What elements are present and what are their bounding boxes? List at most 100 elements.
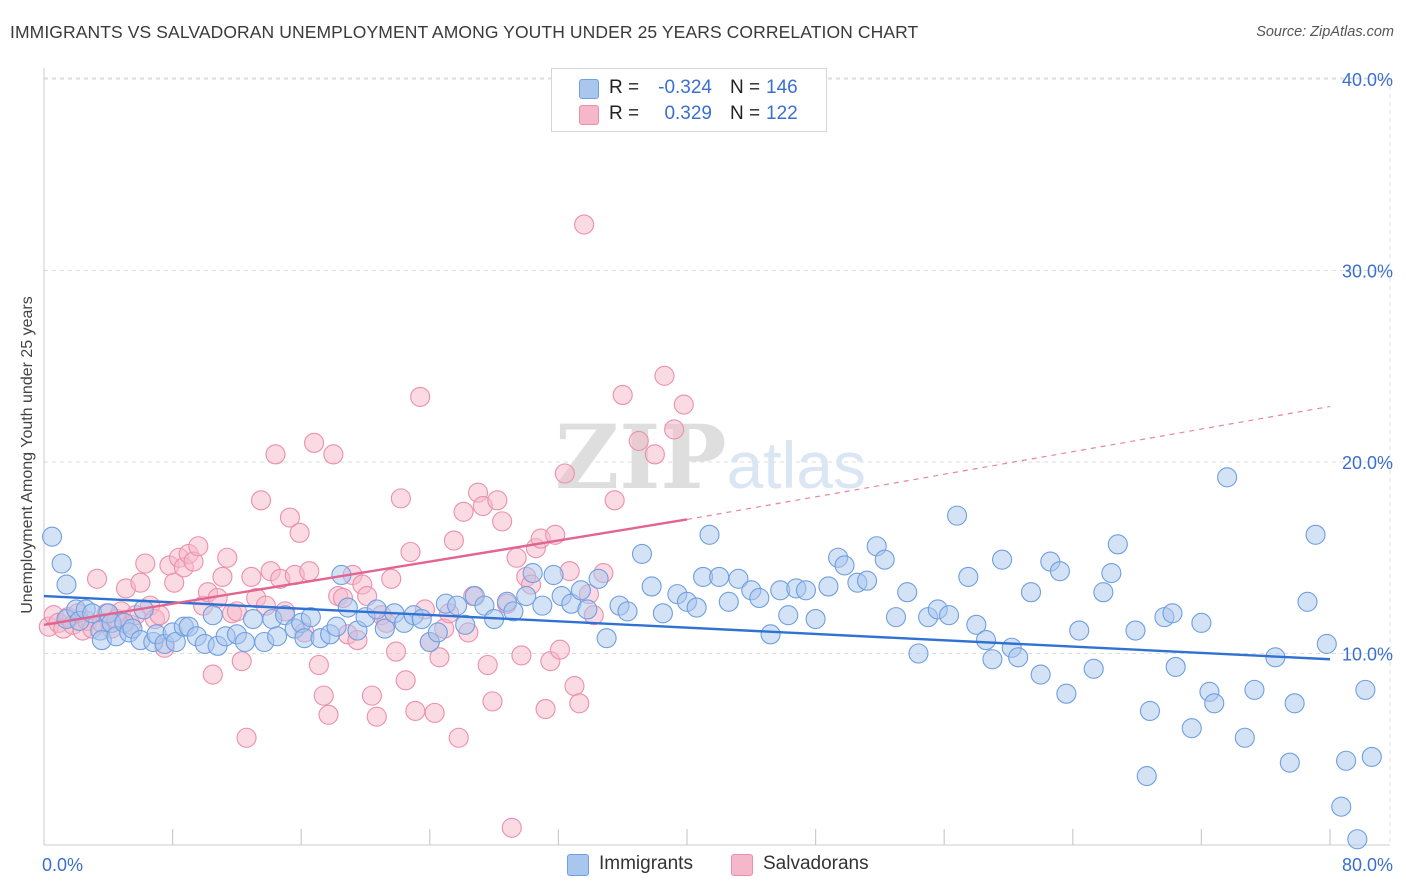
immigrants-point	[874, 549, 895, 570]
immigrants-point	[1093, 582, 1114, 603]
salvadorans-point	[410, 386, 431, 407]
y-tick-label: 30.0%	[1342, 262, 1393, 282]
immigrants-point	[1107, 534, 1128, 555]
immigrants-point	[641, 576, 662, 597]
stats-legend: R = -0.324 N = 146 R = 0.329 N = 122	[551, 68, 827, 132]
source-label: Source: ZipAtlas.com	[1256, 24, 1394, 40]
immigrants-point	[1279, 752, 1300, 773]
immigrants-point	[1136, 766, 1157, 787]
immigrants-point	[411, 608, 432, 630]
salvadorans-point	[304, 432, 325, 453]
immigrants-legend-label: Immigrants	[599, 853, 693, 874]
immigrants-point	[699, 524, 720, 545]
immigrants-point	[234, 631, 255, 653]
immigrants-point	[856, 570, 878, 591]
salvadorans-point	[554, 463, 575, 484]
salvadorans-point	[395, 670, 416, 691]
salvadorans-point	[574, 214, 595, 235]
immigrants-point	[1284, 693, 1305, 714]
immigrants-point	[1217, 467, 1238, 488]
immigrants-trend-line	[43, 594, 1331, 661]
x-tick-label-min: 0.0%	[42, 855, 83, 875]
salvadorans-point	[390, 488, 411, 509]
salvadorans-point	[482, 691, 503, 712]
immigrants-point	[1030, 664, 1051, 685]
immigrants-point	[300, 607, 321, 628]
immigrants-point	[1020, 582, 1042, 603]
immigrants-point	[818, 576, 839, 597]
trend-lines	[43, 405, 1331, 661]
immigrants-point	[1101, 563, 1122, 584]
salvadorans-point	[569, 693, 590, 714]
salvadorans-point	[549, 639, 571, 660]
immigrants-point	[1083, 658, 1104, 679]
immigrants-point	[1056, 683, 1077, 704]
immigrants-point	[326, 616, 347, 637]
immigrants-point	[267, 626, 288, 647]
immigrants-point	[1355, 679, 1376, 700]
salvadorans-point	[487, 490, 508, 511]
salvadorans-point	[664, 419, 685, 440]
watermark-atlas: atlas	[727, 428, 866, 502]
immigrants-point	[1204, 693, 1225, 714]
immigrants-point	[1191, 612, 1212, 633]
salvadorans-point	[477, 654, 498, 676]
immigrants-point	[749, 587, 770, 609]
watermark-text: ZIPatlas	[555, 405, 866, 509]
salvadorans-point	[673, 394, 694, 415]
salvadorans-point	[323, 444, 344, 465]
immigrants-point	[1331, 796, 1352, 817]
watermark: ZIPatlas	[555, 405, 866, 509]
immigrants-point	[543, 564, 564, 586]
salvadorans-point	[135, 553, 156, 574]
legend-row-salvadorans: R = 0.329 N = 122	[552, 101, 826, 127]
n-label: N =	[730, 77, 761, 98]
immigrants-point	[596, 628, 617, 649]
immigrants-point	[56, 574, 77, 595]
r-value: -0.324	[658, 77, 712, 98]
salvadorans-point	[217, 547, 238, 568]
salvadorans-point	[400, 541, 421, 563]
immigrants-point	[718, 591, 739, 612]
salvadorans-point	[654, 365, 675, 386]
immigrants-point	[805, 608, 826, 630]
immigrants-point	[202, 605, 223, 626]
immigrants-point	[1336, 750, 1357, 771]
immigrants-point	[897, 582, 918, 603]
immigrants-point	[992, 549, 1013, 570]
immigrants-point	[1181, 718, 1202, 739]
salvadorans-legend-label: Salvadorans	[763, 853, 869, 874]
immigrants-point	[778, 605, 799, 626]
immigrants-point	[686, 597, 707, 618]
r-label: R =	[609, 77, 640, 98]
tick-labels: 10.0% 20.0% 30.0% 40.0% 0.0% 80.0%	[42, 70, 1393, 875]
immigrants-point	[947, 505, 968, 526]
immigrants-point	[885, 607, 907, 628]
immigrants-point	[51, 553, 72, 574]
r-value: 0.329	[664, 103, 712, 124]
salvadorans-point	[86, 568, 108, 589]
n-value: 146	[766, 77, 798, 98]
salvadorans-point	[429, 647, 450, 668]
salvadorans-point	[236, 727, 257, 748]
salvadorans-point	[443, 530, 464, 551]
immigrants-point	[728, 568, 749, 589]
immigrants-point	[760, 624, 781, 645]
salvadorans-point	[241, 566, 262, 587]
axes	[43, 68, 1390, 846]
immigrants-point	[975, 630, 997, 651]
salvadorans-point	[361, 685, 382, 706]
immigrants-point	[455, 614, 476, 635]
immigrants-point	[1305, 524, 1326, 545]
immigrants-swatch	[579, 79, 599, 99]
immigrants-point	[795, 580, 817, 601]
y-tick-label: 40.0%	[1342, 70, 1393, 90]
salvadorans-swatch	[579, 105, 599, 125]
immigrants-point	[631, 543, 653, 564]
chart-title: IMMIGRANTS VS SALVADORAN UNEMPLOYMENT AM…	[10, 22, 919, 42]
salvadorans-point	[604, 490, 625, 511]
immigrants-point	[1162, 603, 1183, 624]
x-tick-label-max: 80.0%	[1342, 855, 1393, 875]
n-value: 122	[766, 103, 798, 124]
